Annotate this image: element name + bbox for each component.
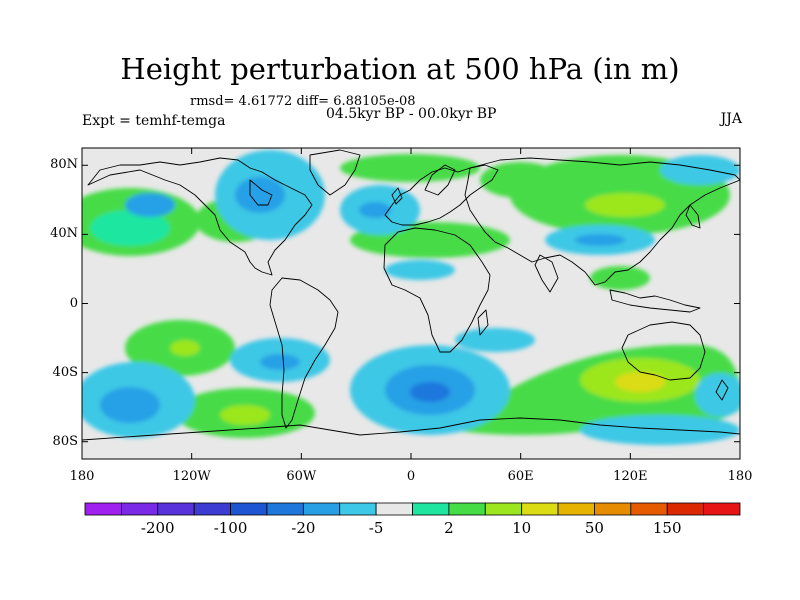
colorbar-swatch	[302, 502, 341, 516]
anomaly-region	[260, 354, 300, 370]
colorbar-swatch	[484, 502, 523, 516]
anomaly-region	[100, 387, 160, 423]
colorbar-swatch	[375, 502, 413, 516]
colorbar-label: -200	[140, 519, 175, 537]
anomaly-region	[615, 372, 665, 392]
coast-uk	[391, 187, 403, 205]
anomaly-region	[585, 193, 665, 217]
colorbar-swatch	[193, 502, 231, 516]
coast-greenland	[309, 149, 361, 196]
colorbar-swatch	[594, 502, 632, 516]
coastlines	[82, 149, 740, 441]
coast-australia	[621, 321, 706, 381]
anomaly-region	[385, 260, 455, 280]
colorbar-label: 2	[444, 519, 454, 537]
anomaly-region	[340, 154, 480, 182]
lon-ticks	[81, 148, 741, 459]
lon-tick-label: 120W	[172, 469, 211, 484]
colorbar-swatch	[630, 502, 668, 516]
coast-japan	[685, 204, 701, 229]
colorbar-label: 150	[652, 519, 682, 537]
season-label: JJA	[720, 111, 742, 127]
anomaly-region	[170, 340, 200, 356]
anomaly-region	[590, 266, 650, 290]
lat-tick-label: 0	[69, 295, 78, 311]
coast-asia	[464, 157, 740, 286]
colorbar-swatch	[266, 502, 304, 516]
colorbar-swatch	[557, 502, 595, 516]
lon-tick-label: 180	[727, 469, 753, 484]
lon-tick-label: 60W	[286, 469, 317, 484]
lon-tick-label: 0	[406, 469, 416, 484]
anomaly-region	[359, 202, 391, 218]
anomaly-region	[410, 382, 450, 402]
colorbar-label: 50	[584, 519, 604, 537]
lat-tick-label: 80S	[52, 433, 78, 449]
colorbar-label: 10	[512, 519, 532, 537]
colorbar	[84, 502, 741, 516]
coast-madagascar	[477, 309, 489, 336]
colorbar-swatch	[666, 502, 705, 516]
coast-antarctica	[82, 417, 740, 441]
lat-tick-label: 80N	[50, 157, 78, 173]
coast-new-zealand	[715, 379, 729, 401]
plot-title: Height perturbation at 500 hPa (in m)	[120, 52, 680, 86]
colorbar-swatch	[84, 502, 122, 516]
anomaly-region	[220, 405, 270, 425]
coast-europe	[384, 164, 499, 226]
period-text: 04.5kyr BP - 00.0kyr BP	[326, 106, 497, 122]
colorbar-swatch	[448, 502, 486, 516]
colorbar-label: -100	[213, 519, 248, 537]
colorbar-swatch	[703, 502, 741, 516]
lat-tick-label: 40N	[50, 226, 78, 242]
lat-ticks	[82, 164, 740, 443]
anomaly-region	[455, 328, 535, 352]
contour-field	[82, 150, 740, 445]
anomaly-region	[695, 373, 740, 417]
lon-tick-label: 180	[69, 469, 95, 484]
anomaly-region	[580, 415, 740, 445]
lon-tick-label: 60E	[507, 469, 534, 484]
colorbar-swatch	[230, 502, 268, 516]
coast-africa	[383, 227, 491, 353]
colorbar-label: -20	[291, 519, 316, 537]
lon-tick-label: 120E	[613, 469, 648, 484]
colorbar-swatch	[157, 502, 195, 516]
colorbar-label: -5	[368, 519, 384, 537]
anomaly-region	[90, 210, 170, 246]
coast-north-america	[87, 157, 313, 276]
colorbar-swatch	[521, 502, 559, 516]
colorbar-swatch	[412, 502, 450, 516]
lat-tick-label: 40S	[52, 364, 78, 380]
coast-hudson-bay	[249, 179, 273, 206]
experiment-label: Expt = temhf-temga	[82, 113, 226, 129]
colorbar-swatch	[120, 502, 159, 516]
stats-text: rmsd= 4.61772 diff= 6.88105e-08	[190, 94, 416, 109]
coast-scandinavia	[424, 164, 456, 196]
coast-south-america	[269, 277, 339, 429]
colorbar-swatch	[339, 502, 377, 516]
coast-indonesia	[609, 289, 701, 313]
coast-india	[534, 254, 559, 293]
anomaly-region	[575, 234, 625, 246]
anomaly-region	[235, 177, 285, 213]
anomaly-region	[660, 155, 740, 185]
anomaly-region	[125, 193, 175, 217]
